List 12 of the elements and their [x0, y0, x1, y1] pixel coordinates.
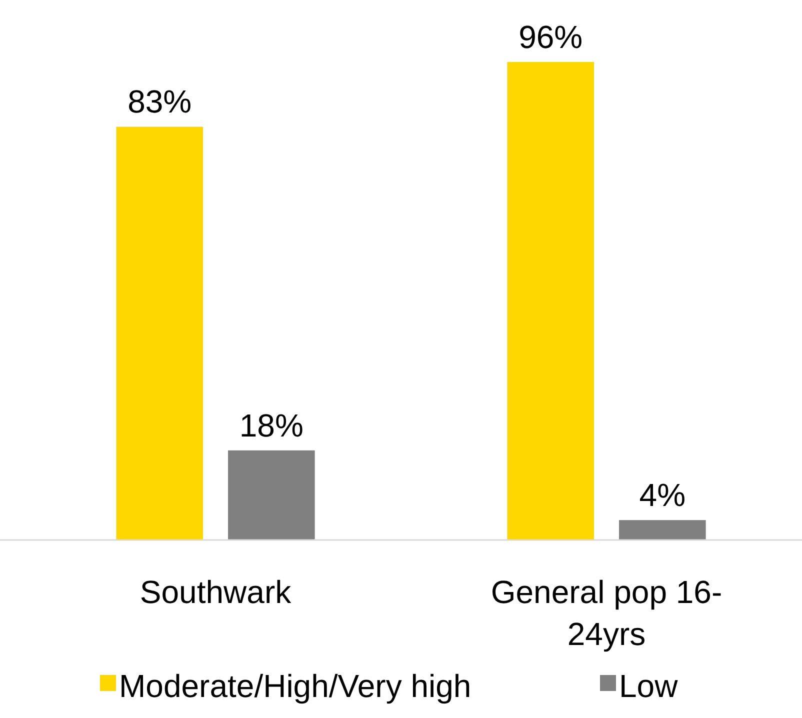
data-label: 96%: [518, 19, 583, 55]
x-tick-label: General pop 16-24yrs: [490, 574, 722, 652]
x-tick-label: Southwark: [140, 574, 292, 610]
data-label: 18%: [239, 407, 304, 444]
bar: [619, 520, 706, 540]
legend-label: Moderate/High/Very high: [119, 668, 472, 704]
legend-label: Low: [619, 668, 679, 704]
data-label: 4%: [639, 477, 686, 514]
bar: [228, 450, 315, 540]
bar: [116, 126, 203, 540]
bar: [507, 62, 594, 540]
data-label: 83%: [128, 84, 192, 120]
